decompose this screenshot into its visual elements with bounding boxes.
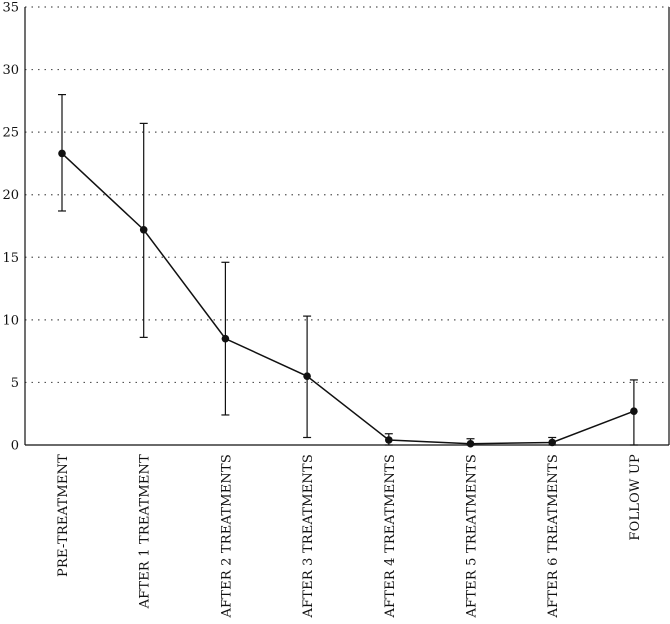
data-points (58, 149, 638, 448)
x-category-label: FOLLOW UP (628, 454, 643, 541)
data-point (466, 439, 475, 448)
grid-lines (25, 6, 669, 384)
error-bars (58, 93, 638, 446)
series-line (61, 152, 635, 445)
y-tick-label: 25 (2, 126, 19, 141)
x-category-label: AFTER 1 TREATMENT (138, 454, 153, 610)
data-point (630, 407, 638, 416)
data-point (385, 436, 393, 444)
x-category-label: AFTER 6 TREATMENTS (546, 454, 561, 619)
data-point (139, 225, 148, 234)
x-category-label: AFTER 3 TREATMENTS (301, 454, 316, 619)
series-line-group (61, 152, 635, 445)
x-category-labels: PRE-TREATMENT AFTER 1 TREATMENT AFTER 2 TR… (56, 454, 643, 619)
y-tick-labels: 0 5 10 15 20 25 30 35 (2, 1, 19, 454)
y-tick-label: 35 (2, 1, 19, 16)
y-tick-label: 5 (11, 376, 19, 391)
y-tick-label: 30 (2, 63, 19, 78)
data-point (548, 438, 556, 447)
data-point (303, 372, 311, 380)
x-category-label: PRE-TREATMENT (56, 454, 71, 577)
x-category-label: AFTER 2 TREATMENTS (219, 454, 234, 619)
y-tick-label: 20 (2, 188, 19, 203)
y-tick-label: 15 (2, 251, 19, 266)
data-point (221, 334, 230, 343)
data-point (58, 149, 66, 158)
x-category-label: AFTER 5 TREATMENTS (465, 454, 480, 619)
axes (24, 7, 670, 446)
y-tick-label: 0 (11, 439, 19, 454)
y-tick-label: 10 (2, 313, 19, 328)
x-category-label: AFTER 4 TREATMENTS (383, 454, 398, 619)
